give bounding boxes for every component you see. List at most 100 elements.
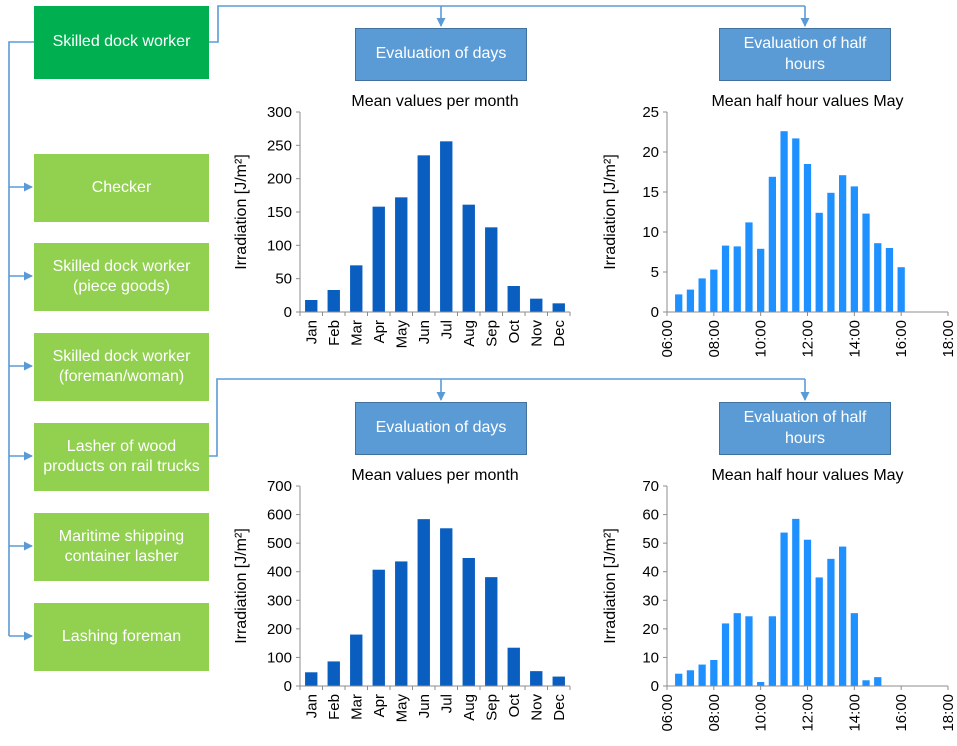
connector-main-to-evaluations-top bbox=[209, 5, 805, 43]
x-tick-label: Jun bbox=[416, 694, 433, 718]
chart-title: Mean values per month bbox=[351, 93, 518, 110]
x-tick-label: Mar bbox=[348, 694, 365, 720]
bar bbox=[698, 664, 706, 686]
role-skilled-dock-worker-foreman: Skilled dock worker (foreman/woman) bbox=[34, 333, 209, 401]
x-tick-label: 14:00 bbox=[846, 694, 863, 732]
bar bbox=[803, 539, 812, 686]
role-skilled-dock-worker-piece-goods: Skilled dock worker (piece goods) bbox=[34, 243, 209, 311]
x-tick-label: Sep bbox=[483, 320, 500, 347]
bar bbox=[350, 265, 363, 312]
bar bbox=[710, 269, 718, 312]
y-tick-label: 70 bbox=[642, 478, 659, 495]
bar bbox=[395, 561, 408, 686]
bar bbox=[462, 204, 475, 312]
role-lasher-wood-products: Lasher of wood products on rail trucks bbox=[34, 423, 209, 491]
y-tick-label: 50 bbox=[642, 535, 659, 552]
x-tick-label: 12:00 bbox=[800, 320, 817, 358]
bar bbox=[350, 634, 363, 686]
bar bbox=[850, 613, 858, 686]
x-tick-label: 06:00 bbox=[659, 320, 676, 358]
y-tick-label: 700 bbox=[267, 478, 292, 495]
bar bbox=[768, 176, 777, 312]
y-tick-label: 10 bbox=[642, 224, 659, 241]
bar bbox=[897, 267, 905, 312]
y-tick-label: 200 bbox=[267, 171, 292, 188]
bar bbox=[686, 289, 695, 312]
bar bbox=[780, 131, 788, 312]
y-tick-label: 20 bbox=[642, 144, 659, 161]
y-tick-label: 60 bbox=[642, 507, 659, 524]
chart-title: Mean values per month bbox=[351, 467, 518, 484]
bar bbox=[827, 558, 835, 686]
x-tick-label: Dec bbox=[551, 320, 568, 347]
y-tick-label: 30 bbox=[642, 592, 659, 609]
y-tick-label: 200 bbox=[267, 621, 292, 638]
bar bbox=[698, 278, 706, 312]
bar bbox=[733, 246, 741, 312]
x-tick-label: 16:00 bbox=[893, 320, 910, 358]
x-tick-label: Apr bbox=[371, 694, 388, 717]
bar bbox=[327, 661, 340, 686]
bar bbox=[305, 672, 318, 686]
y-axis-label: Irradiation [J/m²] bbox=[233, 154, 250, 270]
x-tick-label: 10:00 bbox=[753, 694, 770, 732]
bar bbox=[815, 577, 823, 686]
bar bbox=[686, 670, 695, 686]
eval-days-top: Evaluation of days bbox=[355, 28, 527, 81]
y-tick-label: 100 bbox=[267, 237, 292, 254]
bar bbox=[745, 222, 753, 312]
x-tick-label: 06:00 bbox=[659, 694, 676, 732]
y-tick-label: 500 bbox=[267, 535, 292, 552]
y-axis-label: Irradiation [J/m²] bbox=[233, 528, 250, 644]
y-tick-label: 600 bbox=[267, 507, 292, 524]
y-tick-label: 50 bbox=[275, 271, 292, 288]
bar bbox=[675, 673, 683, 686]
chart-title: Mean half hour values May bbox=[711, 93, 903, 110]
eval-days-bottom: Evaluation of days bbox=[355, 402, 527, 455]
bar bbox=[792, 138, 800, 312]
chart-title: Mean half hour values May bbox=[711, 467, 903, 484]
x-tick-label: Jun bbox=[416, 320, 433, 344]
bar bbox=[395, 197, 408, 312]
y-tick-label: 0 bbox=[651, 678, 659, 695]
role-lashing-foreman: Lashing foreman bbox=[34, 603, 209, 671]
x-tick-label: May bbox=[393, 694, 410, 723]
bar bbox=[838, 546, 847, 686]
bar bbox=[850, 186, 858, 312]
bar bbox=[885, 248, 894, 312]
bar bbox=[874, 243, 882, 312]
x-tick-label: 16:00 bbox=[893, 694, 910, 732]
bar bbox=[675, 294, 683, 312]
bar bbox=[372, 569, 385, 686]
bar bbox=[417, 155, 430, 312]
y-tick-label: 0 bbox=[284, 304, 292, 321]
x-tick-label: Jul bbox=[438, 320, 455, 339]
bar bbox=[552, 676, 565, 686]
y-tick-label: 300 bbox=[267, 104, 292, 121]
bar bbox=[827, 192, 835, 312]
bar bbox=[862, 680, 870, 686]
bar bbox=[462, 558, 475, 686]
bar bbox=[874, 677, 882, 686]
x-tick-label: Jan bbox=[303, 320, 320, 344]
connector-lasher-to-evaluations-bottom bbox=[209, 378, 805, 457]
y-tick-label: 0 bbox=[284, 678, 292, 695]
x-tick-label: Nov bbox=[528, 694, 545, 721]
bar bbox=[745, 616, 753, 686]
bar bbox=[721, 245, 730, 312]
bar bbox=[507, 647, 520, 686]
bar bbox=[530, 671, 543, 686]
bar bbox=[803, 164, 812, 312]
y-axis-label: Irradiation [J/m²] bbox=[602, 154, 619, 270]
bar bbox=[530, 298, 543, 312]
x-tick-label: Nov bbox=[528, 320, 545, 347]
bar bbox=[757, 682, 765, 686]
x-tick-label: Aug bbox=[461, 320, 478, 347]
bar bbox=[721, 623, 730, 686]
x-tick-label: Oct bbox=[506, 693, 523, 717]
bar bbox=[838, 175, 847, 312]
